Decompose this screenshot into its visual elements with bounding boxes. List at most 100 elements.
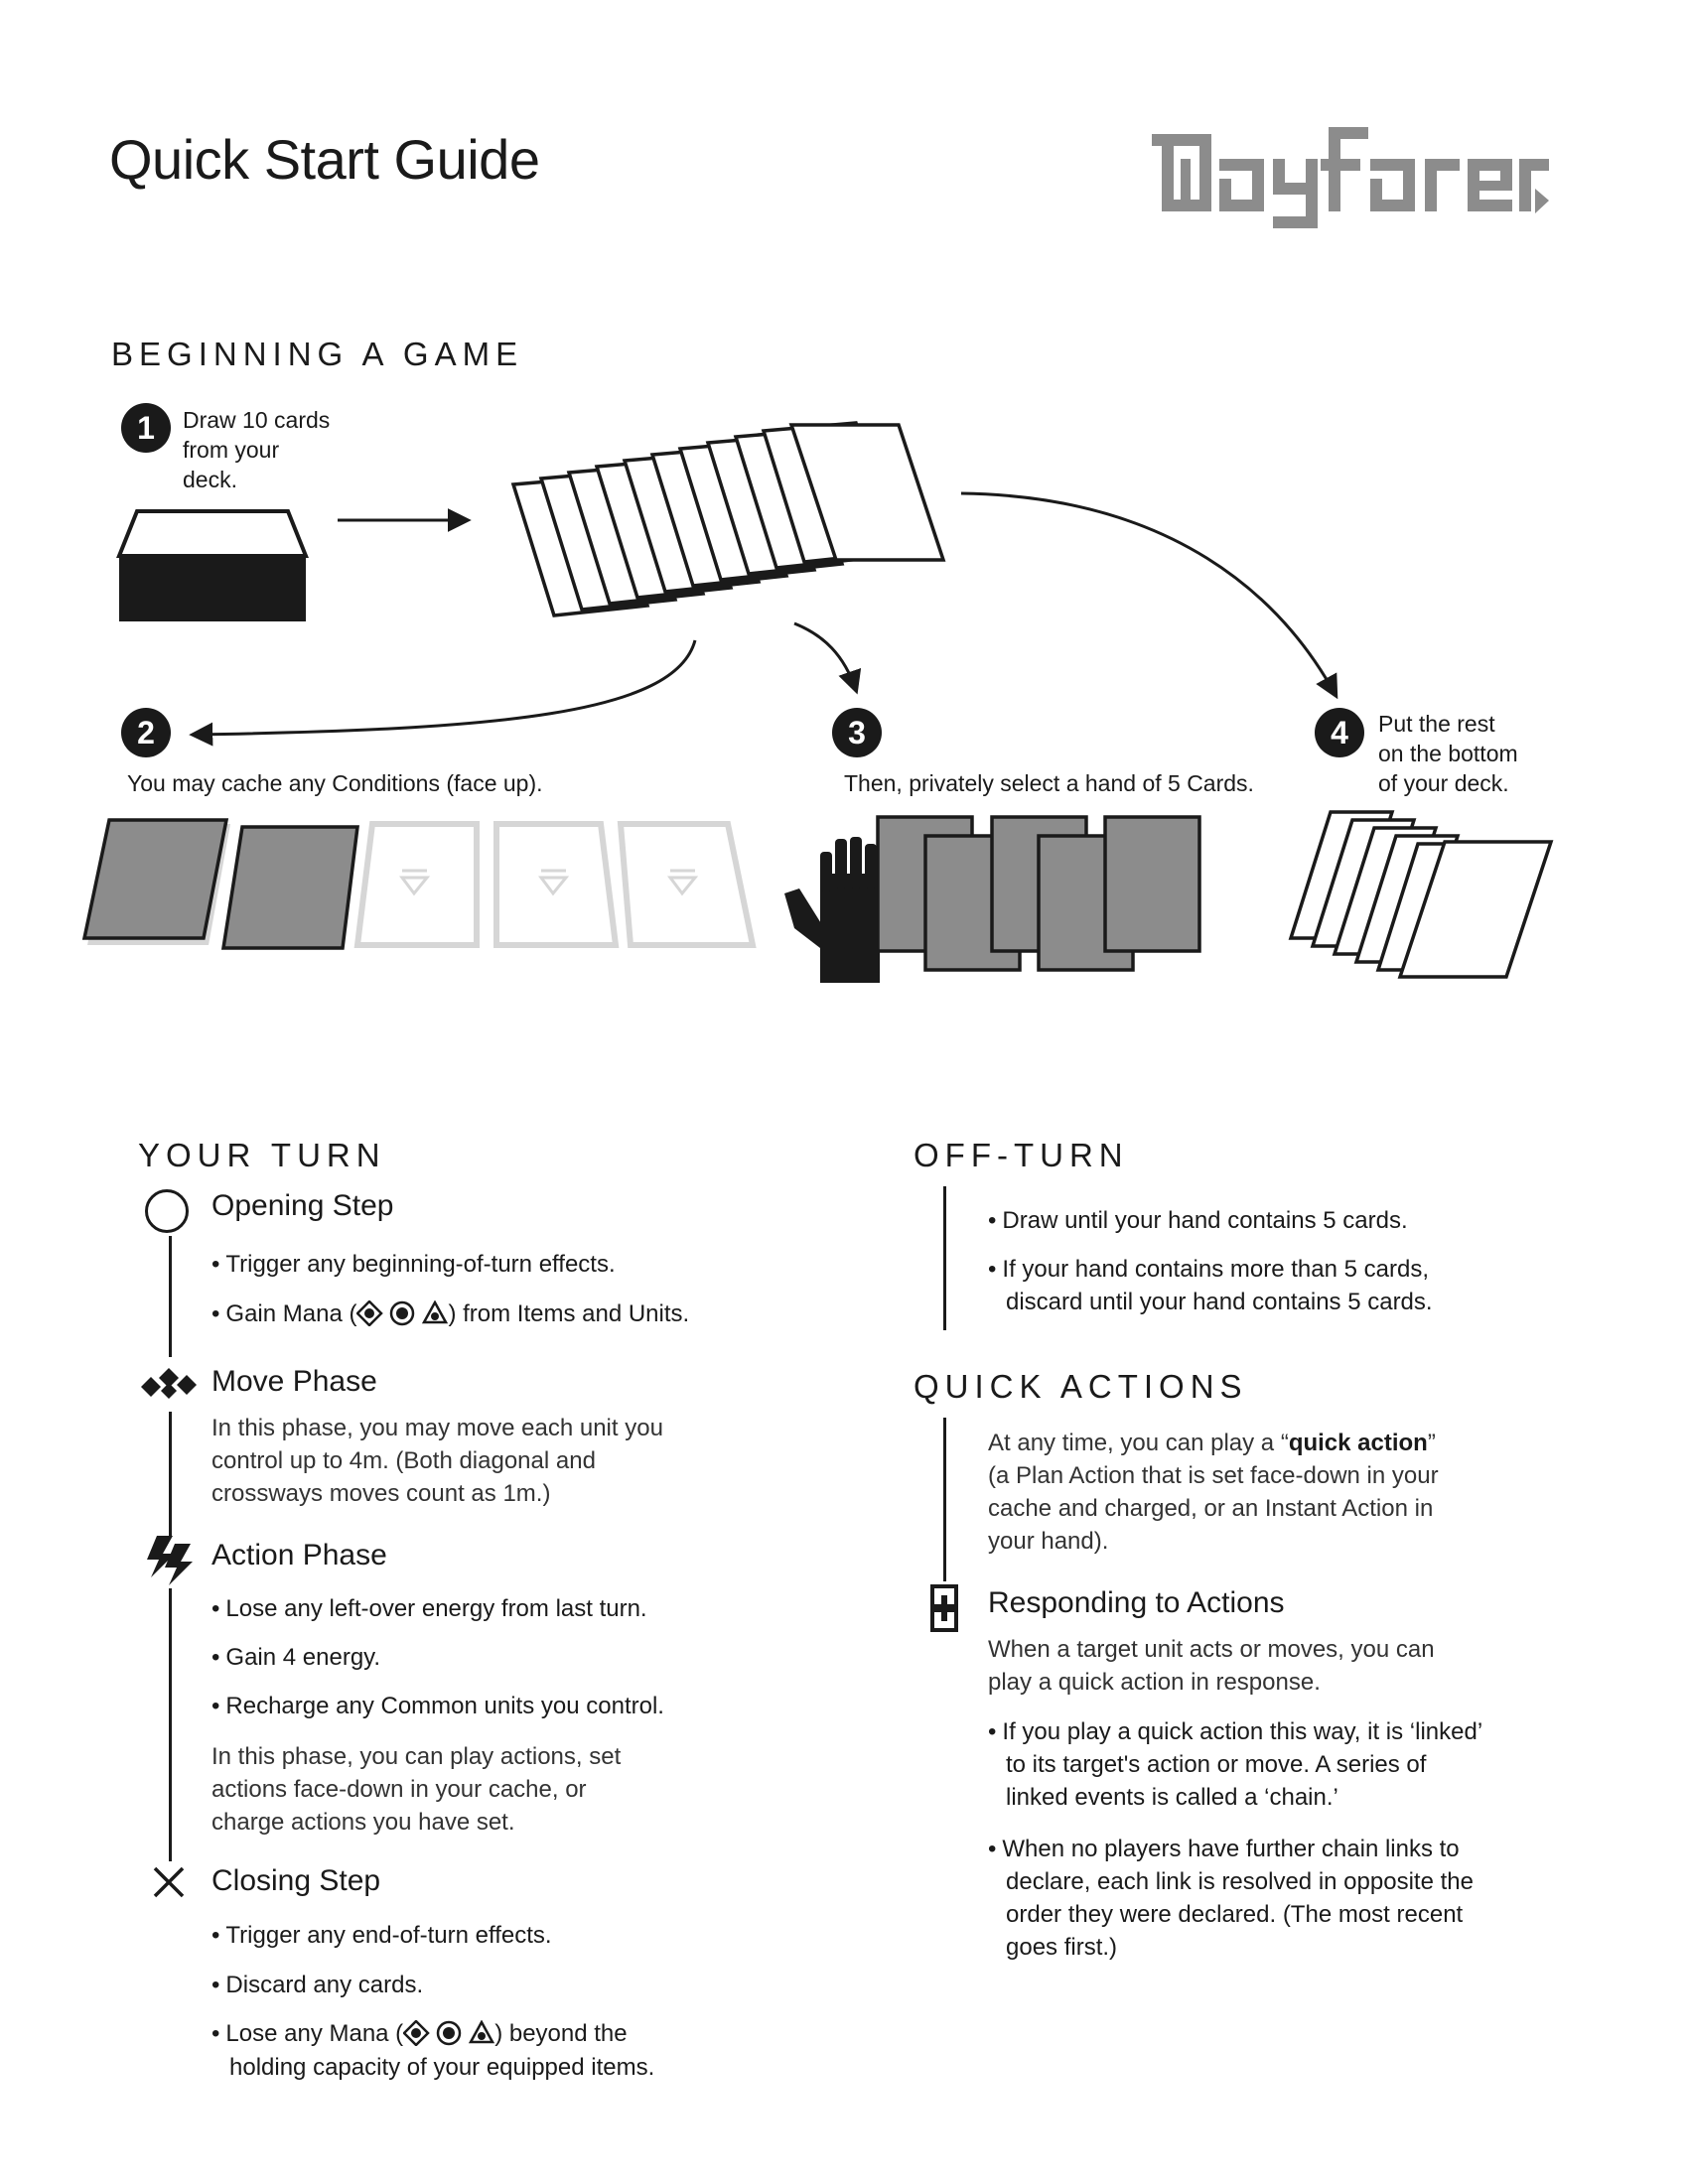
para-line: In this phase, you can play actions, set	[211, 1743, 622, 1770]
para-line: control up to 4m. (Both diagonal and	[211, 1447, 596, 1474]
arrow-to-step-2	[189, 639, 697, 747]
opening-step-icon	[145, 1189, 189, 1233]
opening-bullet: • Trigger any beginning-of-turn effects.	[211, 1251, 616, 1278]
step-4-text: Put the rest on the bottom of your deck.	[1378, 709, 1518, 798]
para-text: ”	[1427, 1430, 1436, 1456]
para-line: cache and charged, or an Instant Action …	[988, 1495, 1434, 1522]
diamonds-icon	[141, 1368, 197, 1399]
timeline-line	[169, 1412, 172, 1536]
step-3-text: Then, privately select a hand of 5 Cards…	[844, 770, 1254, 796]
quick-actions-text: At any time, you can play a “quick actio…	[988, 1427, 1439, 1558]
para-line: play a quick action in response.	[988, 1669, 1321, 1696]
section-heading-quick-actions: QUICK ACTIONS	[914, 1368, 1248, 1405]
condition-cards-face-up	[81, 818, 359, 950]
quick-action-term: quick action	[1288, 1430, 1428, 1456]
setup-diagram	[81, 421, 1554, 983]
bullet-text: When no players have further chain links…	[1002, 1836, 1460, 1862]
off-turn-line	[943, 1186, 946, 1330]
step-4-line: Put the rest	[1378, 711, 1495, 737]
move-phase-text: In this phase, you may move each unit yo…	[211, 1412, 663, 1510]
step-number-4: 4	[1315, 708, 1364, 757]
step-number-3: 3	[832, 708, 882, 757]
action-phase-text: In this phase, you can play actions, set…	[211, 1740, 621, 1839]
off-turn-bullet-cont: discard until your hand contains 5 cards…	[1006, 1289, 1433, 1315]
para-line: your hand).	[988, 1528, 1109, 1555]
step-4-line: of your deck.	[1378, 770, 1509, 796]
timeline-line	[169, 1588, 172, 1861]
section-heading-beginning: BEGINNING A GAME	[111, 336, 524, 372]
responding-bullet: • If you play a quick action this way, it…	[988, 1715, 1482, 1814]
bullet-text: If your hand contains more than 5 cards,	[1002, 1256, 1429, 1283]
para-text: At any time, you can play a “	[988, 1430, 1289, 1456]
bullet-line: goes first.)	[1006, 1934, 1118, 1961]
para-line: (a Plan Action that is set face-down in …	[988, 1462, 1439, 1489]
wayfarer-logo	[1152, 119, 1549, 233]
drawn-cards-fan	[510, 421, 946, 617]
chain-link-icon	[930, 1584, 958, 1632]
responding-label: Responding to Actions	[988, 1586, 1285, 1619]
para-line: crossways moves count as 1m.)	[211, 1480, 551, 1507]
responding-bullet: • When no players have further chain link…	[988, 1833, 1474, 1964]
off-turn-bullet: • Draw until your hand contains 5 cards.	[988, 1207, 1408, 1234]
step-number-2: 2	[121, 708, 171, 757]
move-phase-label: Move Phase	[211, 1365, 377, 1398]
bullet-text: Gain 4 energy.	[225, 1644, 381, 1671]
quick-actions-line	[943, 1418, 946, 1581]
bullet-text: If you play a quick action this way, it …	[1002, 1718, 1483, 1745]
returned-cards-pile	[1288, 810, 1554, 979]
action-bullet: • Lose any left-over energy from last tur…	[211, 1595, 647, 1622]
arrow-to-step-3	[793, 621, 862, 695]
hand-cards	[876, 815, 1201, 972]
bullet-text: Lose any left-over energy from last turn…	[225, 1595, 647, 1622]
bullet-text: Lose any Mana (	[225, 2020, 404, 2047]
cache-slot-marks	[399, 869, 699, 896]
bullet-line: • If you play a quick action this way, it…	[988, 1718, 1483, 1745]
step-1-line: deck.	[183, 467, 237, 492]
section-heading-your-turn: YOUR TURN	[138, 1137, 386, 1173]
lightning-icon	[147, 1536, 193, 1585]
step-number-1: 1	[121, 403, 171, 453]
closing-step-label: Closing Step	[211, 1864, 381, 1897]
para-line: charge actions you have set.	[211, 1809, 515, 1836]
closing-bullet: • Lose any Mana () beyond the	[211, 2019, 628, 2047]
bullet-text: Discard any cards.	[225, 1972, 424, 1998]
bullet-line: • When no players have further chain link…	[988, 1836, 1460, 1862]
step-2-text: You may cache any Conditions (face up).	[127, 770, 543, 796]
responding-text: When a target unit acts or moves, you ca…	[988, 1633, 1435, 1699]
para-line: At any time, you can play a “quick actio…	[988, 1427, 1439, 1459]
closing-bullet: • Discard any cards.	[211, 1972, 424, 1998]
bullet-line: linked events is called a ‘chain.’	[1006, 1784, 1338, 1811]
bullet-text: ) from Items and Units.	[448, 1300, 690, 1327]
bullet-line: to its target's action or move. A series…	[1006, 1751, 1427, 1778]
bullet-text: Trigger any beginning-of-turn effects.	[225, 1251, 616, 1278]
step-1-line: from your	[183, 437, 280, 463]
deck-icon	[116, 509, 309, 621]
empty-cache-slots	[353, 821, 757, 948]
page-title: Quick Start Guide	[109, 128, 540, 191]
x-icon	[153, 1866, 185, 1898]
closing-step-icon	[151, 1864, 187, 1900]
opening-bullet: • Gain Mana () from Items and Units.	[211, 1299, 690, 1327]
off-turn-bullet: • If your hand contains more than 5 cards…	[988, 1256, 1429, 1283]
timeline-line	[169, 1236, 172, 1357]
section-heading-off-turn: OFF-TURN	[914, 1137, 1129, 1173]
action-bullet: • Gain 4 energy.	[211, 1644, 381, 1671]
action-bullet: • Recharge any Common units you control.	[211, 1693, 664, 1719]
bullet-text: Trigger any end-of-turn effects.	[225, 1922, 552, 1949]
bullet-line: declare, each link is resolved in opposi…	[1006, 1868, 1474, 1895]
action-phase-label: Action Phase	[211, 1539, 387, 1571]
mana-icons	[402, 2019, 495, 2047]
arrow-to-step-4	[960, 491, 1338, 700]
step-1-line: Draw 10 cards	[183, 407, 331, 433]
mana-icons	[355, 1299, 449, 1327]
move-phase-icon	[137, 1365, 201, 1405]
bullet-text: Gain Mana (	[225, 1300, 357, 1327]
closing-bullet-cont: holding capacity of your equipped items.	[229, 2054, 655, 2081]
para-line: In this phase, you may move each unit yo…	[211, 1415, 663, 1441]
bullet-text: ) beyond the	[494, 2020, 628, 2047]
hand-icon	[784, 837, 880, 983]
para-line: actions face-down in your cache, or	[211, 1776, 587, 1803]
closing-bullet: • Trigger any end-of-turn effects.	[211, 1922, 552, 1949]
step-4-line: on the bottom	[1378, 741, 1518, 766]
responding-icon	[929, 1583, 959, 1633]
